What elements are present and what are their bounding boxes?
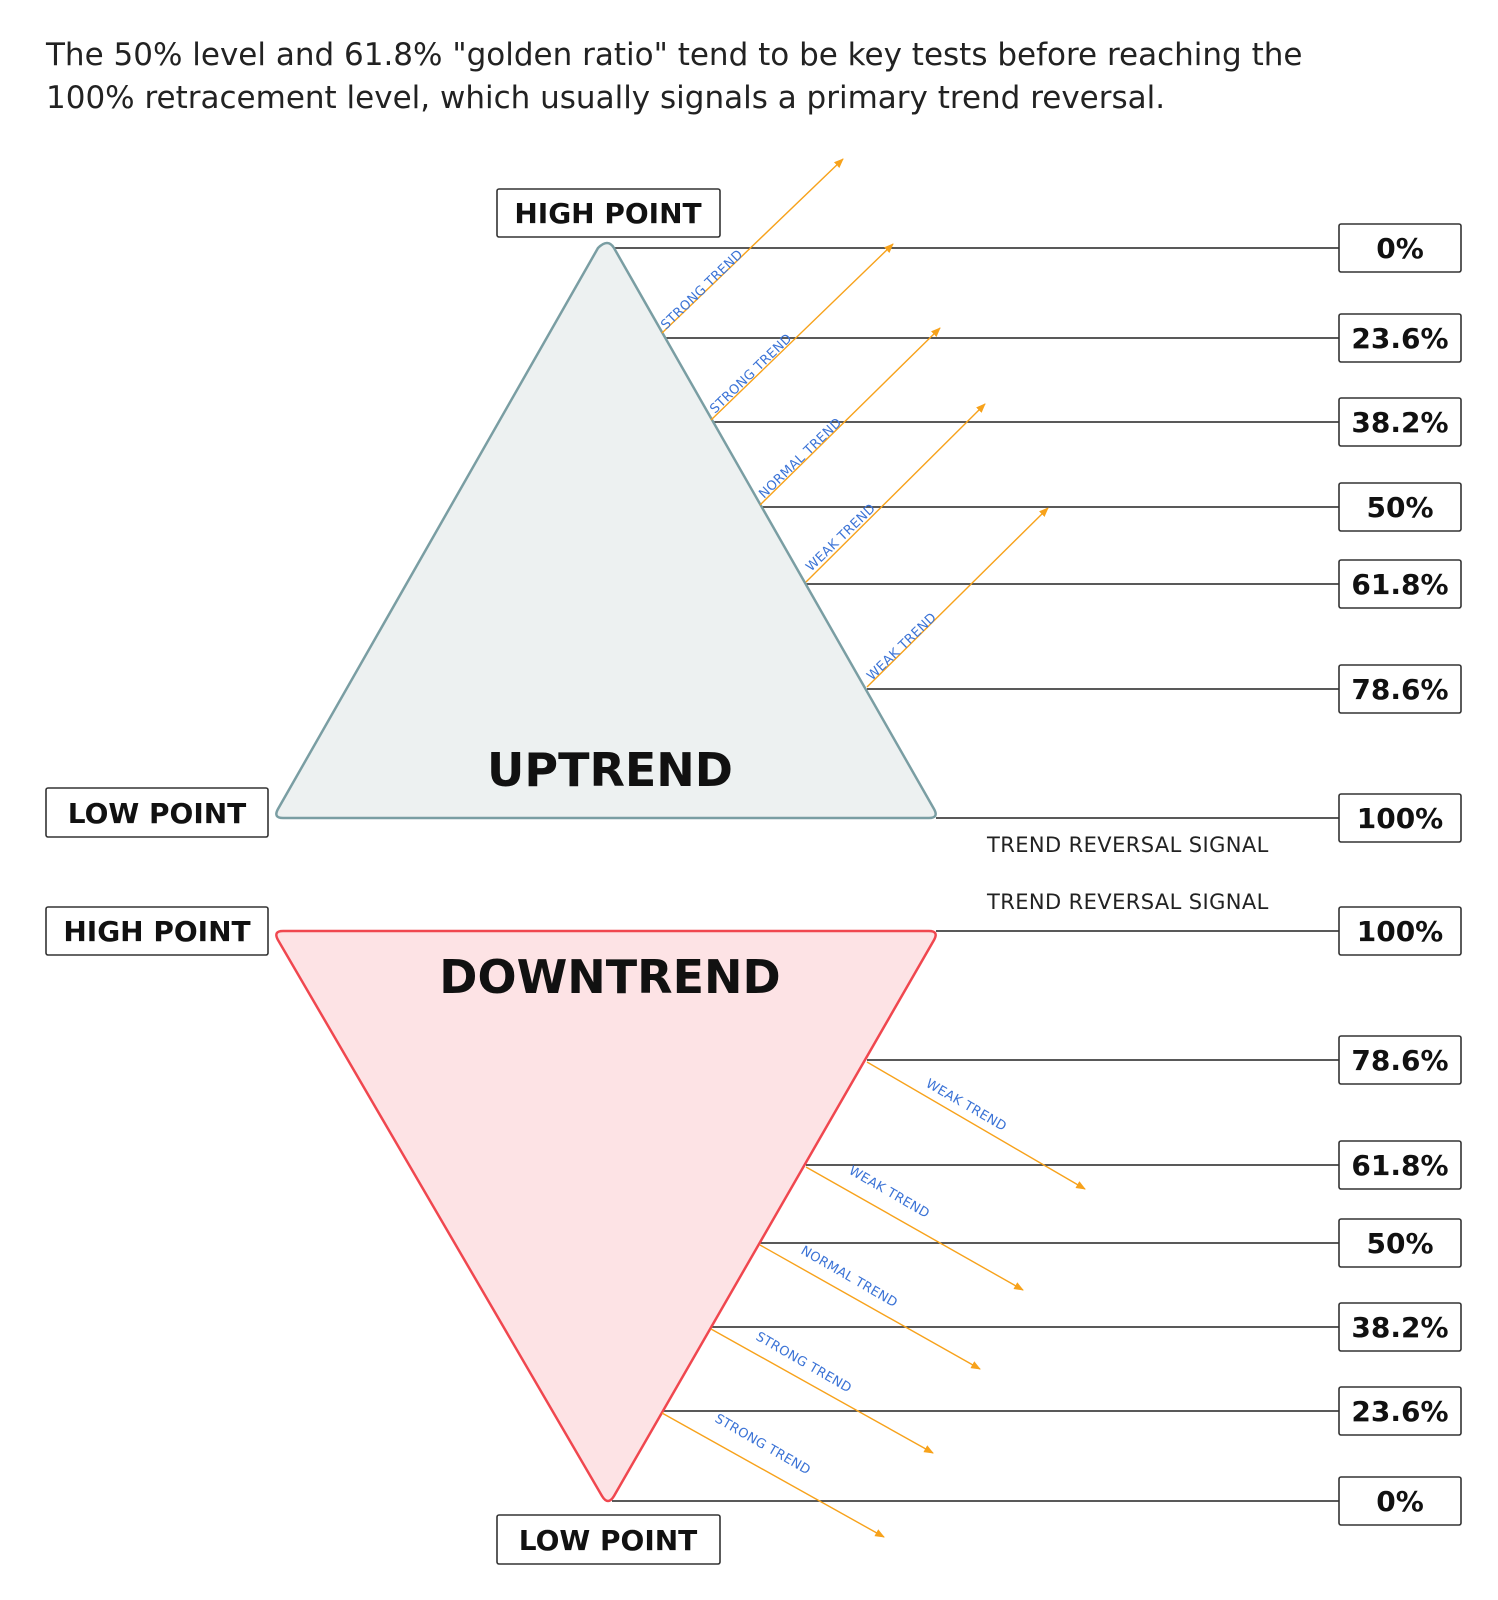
- downtrend-arrow: [661, 1412, 885, 1538]
- downtrend-arrow: [866, 1061, 1086, 1190]
- downtrend-level-box: 0%: [1338, 1476, 1462, 1526]
- downtrend-trend-label: WEAK TREND: [923, 1076, 1009, 1134]
- downtrend-title: DOWNTREND: [439, 950, 780, 1004]
- downtrend-level-boxes: 100% 78.6% 61.8% 50% 38.2% 23.6%: [1338, 906, 1462, 1526]
- downtrend-level-box: 50%: [1338, 1218, 1462, 1268]
- downtrend-level-box: 61.8%: [1338, 1140, 1462, 1190]
- downtrend-level-value: 0%: [1376, 1485, 1424, 1518]
- downtrend-level-value: 100%: [1357, 915, 1444, 948]
- downtrend-arrow: [805, 1166, 1024, 1291]
- downtrend-level-value: 61.8%: [1351, 1149, 1448, 1182]
- uptrend-arrow: [866, 507, 1049, 688]
- uptrend-level-value: 38.2%: [1351, 406, 1448, 439]
- uptrend-high-point-text: HIGH POINT: [514, 197, 701, 230]
- uptrend-high-point-label: HIGH POINT: [496, 188, 721, 238]
- uptrend-level-value: 0%: [1376, 232, 1424, 265]
- uptrend-level-value: 78.6%: [1351, 673, 1448, 706]
- downtrend-trend-label: STRONG TREND: [753, 1329, 854, 1396]
- uptrend-trend-label: WEAK TREND: [864, 610, 940, 684]
- downtrend-level-value: 23.6%: [1351, 1395, 1448, 1428]
- uptrend-trend-label: STRONG TREND: [707, 331, 795, 417]
- downtrend-triangle: [275, 929, 937, 1503]
- downtrend-arrows: [661, 1061, 1086, 1538]
- uptrend-level-value: 100%: [1357, 802, 1444, 835]
- downtrend-level-box: 23.6%: [1338, 1386, 1462, 1436]
- uptrend-reversal-signal: TREND REVERSAL SIGNAL: [986, 833, 1269, 857]
- uptrend-trend-label: WEAK TREND: [803, 501, 879, 575]
- uptrend-arrow: [805, 403, 986, 583]
- uptrend-trend-label: NORMAL TREND: [756, 415, 845, 502]
- uptrend-level-boxes: 0% 23.6% 38.2% 50% 61.8% 78.6%: [1338, 223, 1462, 843]
- downtrend-level-value: 78.6%: [1351, 1044, 1448, 1077]
- downtrend-low-point-text: LOW POINT: [519, 1524, 698, 1557]
- downtrend-high-point-text: HIGH POINT: [63, 915, 250, 948]
- uptrend-level-box: 61.8%: [1338, 559, 1462, 609]
- uptrend-level-value: 61.8%: [1351, 568, 1448, 601]
- downtrend-trend-label: WEAK TREND: [846, 1163, 932, 1221]
- uptrend-level-box: 100%: [1338, 793, 1462, 843]
- uptrend-level-box: 78.6%: [1338, 664, 1462, 714]
- downtrend-level-box: 38.2%: [1338, 1302, 1462, 1352]
- downtrend-arrow: [710, 1328, 934, 1454]
- downtrend-diagram: TREND REVERSAL SIGNAL WEAK TREND WEAK TR…: [45, 890, 1462, 1565]
- uptrend-trend-label: STRONG TREND: [658, 247, 746, 333]
- uptrend-level-box: 50%: [1338, 482, 1462, 532]
- uptrend-title: UPTREND: [487, 743, 733, 797]
- downtrend-level-value: 50%: [1366, 1227, 1433, 1260]
- downtrend-level-box: 78.6%: [1338, 1035, 1462, 1085]
- downtrend-reversal-signal: TREND REVERSAL SIGNAL: [986, 890, 1269, 914]
- downtrend-low-point-label: LOW POINT: [496, 1514, 721, 1565]
- uptrend-level-box: 0%: [1338, 223, 1462, 273]
- uptrend-low-point-text: LOW POINT: [68, 797, 247, 830]
- downtrend-level-value: 38.2%: [1351, 1311, 1448, 1344]
- uptrend-arrow: [759, 327, 941, 506]
- intro-text: The 50% level and 61.8% "golden ratio" t…: [46, 37, 1303, 116]
- uptrend-arrow: [661, 158, 844, 334]
- uptrend-low-point-label: LOW POINT: [45, 787, 269, 838]
- downtrend-trend-label: NORMAL TREND: [798, 1243, 900, 1310]
- uptrend-level-lines: [608, 247, 1339, 819]
- uptrend-level-value: 23.6%: [1351, 322, 1448, 355]
- uptrend-arrow: [710, 243, 894, 421]
- downtrend-arrow: [759, 1244, 981, 1370]
- downtrend-level-box: 100%: [1338, 906, 1462, 956]
- uptrend-level-box: 38.2%: [1338, 397, 1462, 447]
- downtrend-high-point-label: HIGH POINT: [45, 906, 269, 956]
- uptrend-level-box: 23.6%: [1338, 313, 1462, 363]
- uptrend-arrows: [661, 158, 1049, 688]
- uptrend-diagram: STRONG TREND STRONG TREND NORMAL TREND W…: [45, 158, 1462, 857]
- uptrend-triangle: [275, 241, 937, 820]
- downtrend-level-lines: [612, 930, 1339, 1502]
- uptrend-level-value: 50%: [1366, 491, 1433, 524]
